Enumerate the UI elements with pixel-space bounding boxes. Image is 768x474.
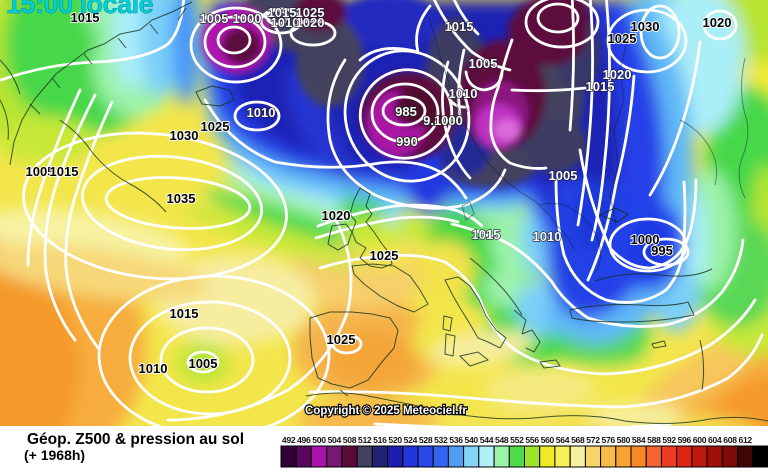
svg-text:995: 995 [651,243,673,258]
svg-text:552: 552 [510,435,524,445]
svg-text:1010: 1010 [449,86,478,101]
svg-text:1010: 1010 [139,361,168,376]
svg-text:1015: 1015 [71,10,100,25]
svg-text:(+ 1968h): (+ 1968h) [24,447,85,463]
svg-text:1025: 1025 [296,5,325,20]
svg-text:9.1000: 9.1000 [423,113,463,128]
svg-text:1015: 1015 [586,79,615,94]
svg-text:500: 500 [312,435,326,445]
svg-text:524: 524 [404,435,418,445]
svg-text:1005: 1005 [469,56,498,71]
svg-text:1005: 1005 [200,11,229,26]
svg-text:604: 604 [708,435,722,445]
svg-text:588: 588 [647,435,661,445]
svg-text:Géop. Z500 & pression au sol: Géop. Z500 & pression au sol [27,431,244,448]
svg-text:532: 532 [434,435,448,445]
svg-text:496: 496 [297,435,311,445]
svg-text:1015: 1015 [170,306,199,321]
svg-text:516: 516 [373,435,387,445]
svg-text:600: 600 [693,435,707,445]
svg-text:536: 536 [449,435,463,445]
svg-text:548: 548 [495,435,509,445]
svg-text:568: 568 [571,435,585,445]
svg-text:556: 556 [525,435,539,445]
svg-text:504: 504 [328,435,342,445]
svg-text:1025: 1025 [370,248,399,263]
svg-text:1005: 1005 [189,356,218,371]
svg-text:596: 596 [678,435,692,445]
svg-text:1020: 1020 [603,67,632,82]
svg-text:1030: 1030 [631,19,660,34]
svg-text:1015: 1015 [472,227,501,242]
svg-text:580: 580 [617,435,631,445]
svg-text:1025: 1025 [608,31,637,46]
svg-text:572: 572 [586,435,600,445]
svg-text:564: 564 [556,435,570,445]
svg-text:1010: 1010 [247,105,276,120]
svg-text:608: 608 [723,435,737,445]
svg-text:520: 520 [388,435,402,445]
svg-text:592: 592 [662,435,676,445]
svg-text:990: 990 [396,134,418,149]
svg-text:576: 576 [601,435,615,445]
svg-text:508: 508 [343,435,357,445]
svg-text:540: 540 [464,435,478,445]
svg-text:1000: 1000 [233,11,262,26]
svg-text:1020: 1020 [703,15,732,30]
svg-text:1015: 1015 [50,164,79,179]
svg-text:1025: 1025 [201,119,230,134]
svg-text:512: 512 [358,435,372,445]
svg-text:Copyright © 2025 Meteociel.fr: Copyright © 2025 Meteociel.fr [305,405,467,417]
svg-text:1010: 1010 [533,229,562,244]
svg-text:584: 584 [632,435,646,445]
svg-text:1005: 1005 [549,168,578,183]
svg-text:1010: 1010 [271,15,300,30]
svg-text:1030: 1030 [170,128,199,143]
svg-text:1000: 1000 [631,232,660,247]
svg-text:492: 492 [282,435,296,445]
svg-text:612: 612 [738,435,752,445]
svg-text:1015: 1015 [268,5,297,20]
svg-text:1015: 1015 [445,19,474,34]
svg-text:1005: 1005 [26,164,55,179]
svg-text:1035: 1035 [167,191,196,206]
svg-text:985: 985 [395,104,417,119]
svg-text:1020: 1020 [322,208,351,223]
svg-text:528: 528 [419,435,433,445]
svg-text:1025: 1025 [327,332,356,347]
svg-text:1020: 1020 [296,15,325,30]
svg-text:544: 544 [480,435,494,445]
svg-text:560: 560 [541,435,555,445]
svg-text:15:00 locale: 15:00 locale [6,0,154,19]
